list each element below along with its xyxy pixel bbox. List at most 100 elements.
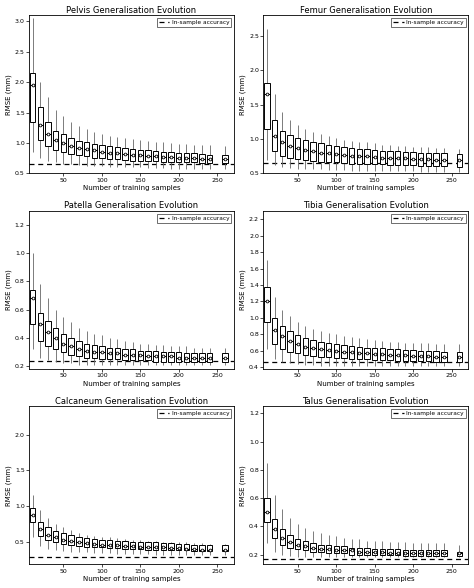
Bar [387,349,393,360]
Bar [107,540,112,548]
Bar [280,529,285,544]
Bar [30,508,36,522]
Bar [115,147,120,159]
Bar [122,349,128,360]
Bar [280,326,285,349]
X-axis label: Number of training samples: Number of training samples [317,381,415,387]
Bar [310,340,316,356]
Bar [334,146,339,162]
Bar [433,351,439,362]
Bar [38,312,43,340]
Bar [372,150,377,165]
Bar [130,149,136,161]
Bar [326,145,331,162]
Bar [99,145,105,158]
Bar [318,544,324,552]
Bar [418,153,423,166]
Bar [372,348,377,360]
Bar [441,153,447,166]
Bar [433,550,439,556]
Bar [334,344,339,358]
Bar [168,543,174,550]
Bar [38,106,43,140]
Bar [456,552,462,556]
Legend: In-sample accuracy: In-sample accuracy [157,214,231,223]
Y-axis label: RMSE (mm): RMSE (mm) [240,74,246,115]
Bar [280,131,285,156]
X-axis label: Number of training samples: Number of training samples [82,576,180,583]
Bar [137,350,143,360]
Bar [115,348,120,359]
X-axis label: Number of training samples: Number of training samples [317,576,415,583]
Bar [310,142,316,161]
Bar [84,538,89,547]
Bar [176,544,182,550]
Bar [287,535,293,547]
Bar [91,143,97,158]
Y-axis label: RMSE (mm): RMSE (mm) [240,465,246,506]
Bar [130,542,136,549]
Bar [295,138,301,159]
Bar [433,153,439,166]
Bar [115,541,120,548]
Bar [287,135,293,158]
Bar [146,350,151,360]
Bar [364,348,370,359]
Bar [199,154,205,163]
Bar [191,544,197,551]
Bar [53,131,58,151]
Bar [107,146,112,159]
Bar [441,550,447,556]
Bar [349,148,354,164]
Bar [364,547,370,554]
Bar [68,138,74,154]
Bar [207,155,212,163]
Bar [418,550,423,556]
Bar [168,352,174,362]
Bar [122,149,128,160]
X-axis label: Number of training samples: Number of training samples [82,381,180,387]
Title: Calcaneum Generalisation Evolution: Calcaneum Generalisation Evolution [55,397,208,406]
Bar [426,351,431,360]
Bar [272,318,277,344]
Bar [387,549,393,554]
Title: Tibia Generalisation Evolution: Tibia Generalisation Evolution [303,201,429,210]
Bar [364,149,370,164]
Bar [356,347,362,359]
Bar [341,345,346,358]
Legend: In-sample accuracy: In-sample accuracy [391,214,465,223]
Title: Pelvis Generalisation Evolution: Pelvis Generalisation Evolution [66,5,197,15]
Bar [46,527,51,540]
Title: Femur Generalisation Evolution: Femur Generalisation Evolution [300,5,432,15]
Bar [184,544,189,550]
Bar [53,328,58,349]
Bar [76,141,82,155]
Bar [153,350,158,362]
Legend: In-sample accuracy: In-sample accuracy [391,409,465,419]
Bar [310,543,316,552]
Bar [372,549,377,554]
Bar [403,152,408,165]
Bar [264,83,270,129]
Bar [380,151,385,165]
Bar [272,120,277,152]
Bar [222,353,228,362]
Bar [264,498,270,522]
Bar [403,350,408,360]
Bar [91,539,97,547]
Bar [107,348,112,359]
Bar [395,152,401,165]
Bar [191,353,197,362]
Bar [191,153,197,162]
Bar [410,550,416,556]
Bar [184,153,189,162]
Bar [287,331,293,352]
Bar [418,351,423,360]
Bar [46,321,51,346]
Bar [99,346,105,359]
Bar [146,151,151,161]
Bar [410,350,416,360]
Bar [184,353,189,362]
Bar [441,352,447,362]
Bar [295,539,301,549]
